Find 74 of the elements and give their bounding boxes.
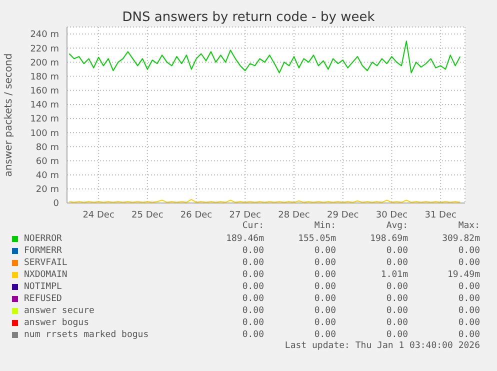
text: 0.00 [457,318,480,328]
y-tick-label: 60 m [36,156,59,167]
text: 0.00 [457,306,480,316]
text: Cur: [241,221,264,233]
text: 0.00 [241,330,264,340]
y-tick-label: 20 m [36,185,59,196]
text: 0.00 [313,330,336,340]
text: 0.00 [241,270,264,280]
y-tick-label: 180 m [30,72,59,82]
text: Min: [313,221,336,233]
text: 189.46m [225,234,264,244]
x-tick-label: 26 Dec [180,210,212,220]
legend-label: SERVFAIL [24,258,68,268]
legend-label: NXDOMAIN [24,270,68,280]
text: 19.49m [446,270,480,280]
legend-label: REFUSED [24,294,62,304]
x-tick-label: 31 Dec [424,210,457,220]
text: 0.00 [457,258,480,268]
text: 155.05m [297,234,336,244]
legend-label: NOERROR [24,234,62,244]
x-tick-label: 27 Dec [229,210,262,220]
text: 0.00 [241,306,264,316]
x-tick-label: 25 Dec [132,210,164,220]
text: 0.00 [241,258,264,268]
y-tick-label: 200 m [30,58,59,68]
text: 0.00 [457,330,480,340]
text: 0.00 [385,246,408,256]
y-tick-label: 120 m [30,114,59,125]
x-tick-label: 28 Dec [278,210,310,220]
y-axis-title: answer packets / second [4,53,15,177]
text: 0.00 [313,282,336,292]
text: 0.00 [241,318,264,328]
text: Max: [457,221,480,233]
text: 0.00 [385,306,408,316]
chart-title: DNS answers by return code - by week [121,10,376,25]
text: 0.00 [385,294,408,304]
x-tick-label: 30 Dec [376,210,408,220]
text: 198.69m [369,234,408,244]
x-tick-label: 29 Dec [327,210,359,220]
text: 0.00 [385,330,408,340]
text: Last update: Thu Jan 1 03:40:00 2026 [284,341,480,353]
legend-label: NOTIMPL [24,282,62,292]
y-tick-label: 240 m [30,30,59,40]
legend-label: num rrsets marked bogus [24,330,149,340]
y-tick-label: 160 m [30,86,59,97]
y-tick-label: 0 [53,199,60,210]
text: 0.00 [385,258,408,268]
text: 0.00 [241,246,264,256]
text: 0.00 [385,282,408,292]
y-tick-label: 40 m [36,171,59,182]
legend-label: FORMERR [24,246,62,256]
legend-label: answer bogus [24,318,90,328]
text: 0.00 [313,294,336,304]
legend-label: answer secure [24,306,94,316]
text: 0.00 [457,246,480,256]
text: 0.00 [313,246,336,256]
text: Avg: [385,221,408,233]
text: 1.01m [380,270,408,280]
text: 0.00 [313,318,336,328]
line-series [68,40,461,74]
x-tick-label: 24 Dec [82,210,114,220]
text: 0.00 [457,282,480,292]
text: 0.00 [313,270,336,280]
text: 309.82m [441,234,480,244]
text: 0.00 [313,258,336,268]
text: 0.00 [241,294,264,304]
y-tick-label: 140 m [30,100,59,111]
y-tick-label: 220 m [30,44,59,54]
text: 0.00 [457,294,480,304]
text: 0.00 [241,282,264,292]
y-tick-label: 80 m [36,142,59,153]
text: 0.00 [385,318,408,328]
text: 0.00 [313,306,336,316]
y-tick-label: 100 m [30,128,59,139]
